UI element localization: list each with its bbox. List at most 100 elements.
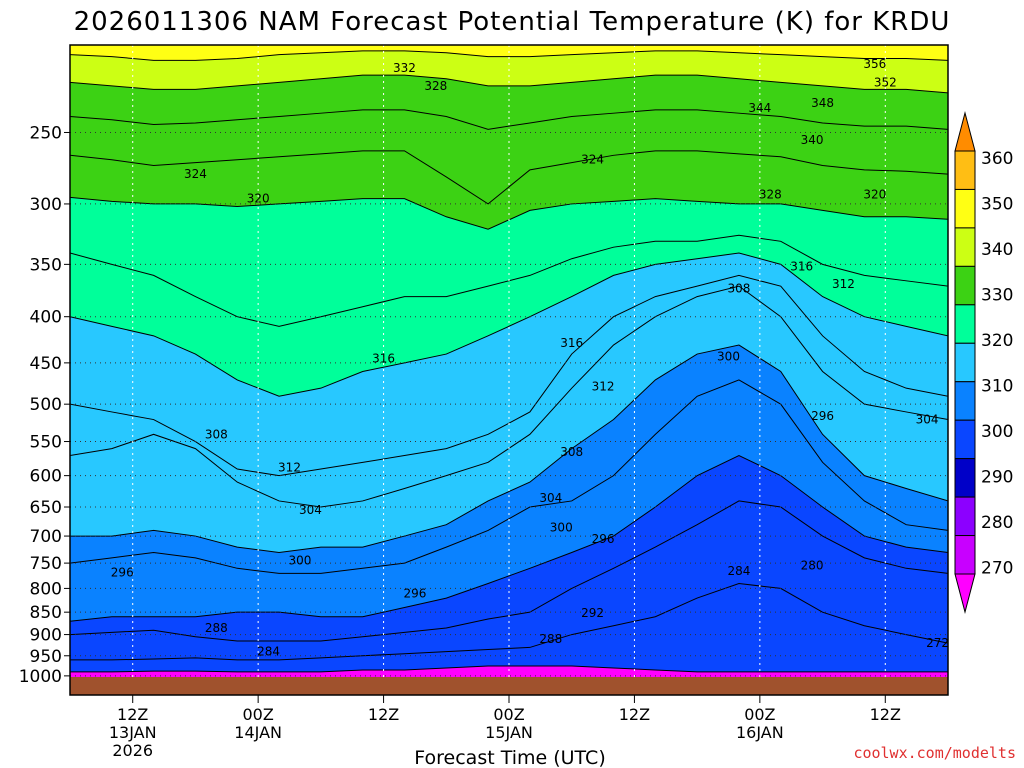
y-axis: 250 300 350 400 450 500 550 600 650 700 750 800 850 9… xyxy=(19,123,70,687)
grid-lines xyxy=(70,45,948,695)
y-tick-label: 250 xyxy=(30,123,62,143)
contour-label: 348 xyxy=(811,96,834,110)
colorbar-top-triangle xyxy=(954,111,976,152)
contour-label: 304 xyxy=(539,491,562,505)
y-tick-label: 1000 xyxy=(19,667,62,687)
contour-line-328 xyxy=(70,109,948,130)
chart-title: 2026011306 NAM Forecast Potential Temper… xyxy=(74,7,951,37)
contour-line-296 xyxy=(70,379,948,574)
colorbar-swatch xyxy=(954,265,976,306)
x-tick-label: 12Z xyxy=(368,705,399,724)
colorbar-label: 360 xyxy=(981,149,1013,169)
band-300 xyxy=(70,286,948,553)
colorbar-label: 270 xyxy=(981,559,1013,579)
colorbar-swatch xyxy=(954,342,976,383)
contour-label: 328 xyxy=(759,188,782,202)
contour-label: 308 xyxy=(727,281,750,295)
contour-label: 272 xyxy=(926,636,949,650)
y-tick-label: 850 xyxy=(30,603,62,623)
x-tick-label: 2026 xyxy=(112,741,153,760)
contour-label: 324 xyxy=(581,153,604,167)
contour-label: 308 xyxy=(560,445,583,459)
contour-label: 284 xyxy=(257,645,280,659)
y-tick-label: 650 xyxy=(30,498,62,518)
x-tick-label: 13JAN xyxy=(109,723,157,742)
contour-label: 312 xyxy=(278,461,301,475)
x-tick-label: 15JAN xyxy=(485,723,533,742)
contour-label: 288 xyxy=(539,632,562,646)
colorbar-label: 290 xyxy=(981,468,1013,488)
band-284 xyxy=(70,500,948,660)
contour-label: 300 xyxy=(717,350,740,364)
contour-label: 304 xyxy=(916,413,939,427)
x-tick-label: 14JAN xyxy=(234,723,282,742)
band-328 xyxy=(70,75,948,130)
y-tick-label: 750 xyxy=(30,554,62,574)
y-tick-label: 400 xyxy=(30,308,62,328)
colorbar-label: 310 xyxy=(981,377,1013,397)
contour-labels: 332 328 356 352 344 348 340 324 324 320 328 320 316 3… xyxy=(111,57,949,659)
x-axis-label: Forecast Time (UTC) xyxy=(414,747,605,768)
colorbar-bottom-triangle xyxy=(954,573,976,614)
colorbar-label: 350 xyxy=(981,195,1013,215)
contour-label: 304 xyxy=(299,503,322,517)
contour-label: 316 xyxy=(790,260,813,274)
colorbar-label: 320 xyxy=(981,331,1013,351)
contour-label: 288 xyxy=(205,621,228,635)
contour-label: 296 xyxy=(811,409,834,423)
band-292 xyxy=(70,379,948,622)
contour-label: 284 xyxy=(727,564,750,578)
contour-label: 300 xyxy=(550,521,573,535)
ground-surface xyxy=(70,677,948,695)
y-tick-label: 800 xyxy=(30,579,62,599)
colorbar-label: 340 xyxy=(981,240,1013,260)
x-tick-label: 00Z xyxy=(493,705,524,724)
colorbar-swatch xyxy=(954,535,976,575)
x-tick-label: 12Z xyxy=(870,705,901,724)
contour-label: 324 xyxy=(184,167,207,181)
contour-line-324 xyxy=(70,150,948,205)
contour-line-292 xyxy=(70,454,948,622)
band-332 xyxy=(70,50,948,93)
contour-label: 300 xyxy=(288,553,311,567)
contour-line-284 xyxy=(70,582,948,661)
y-tick-label: 550 xyxy=(30,433,62,453)
y-tick-label: 900 xyxy=(30,626,62,646)
colorbar-swatch xyxy=(954,496,976,537)
contour-label: 316 xyxy=(560,336,583,350)
y-tick-label: 700 xyxy=(30,527,62,547)
y-tick-label: 600 xyxy=(30,467,62,487)
contour-line-312 xyxy=(70,252,948,397)
band-288 xyxy=(70,455,948,642)
x-tick-label: 12Z xyxy=(117,705,148,724)
contour-line-332 xyxy=(70,74,948,94)
x-tick-label: 00Z xyxy=(242,705,273,724)
contour-label: 308 xyxy=(205,427,228,441)
band-280 xyxy=(70,583,948,672)
colorbar-swatch xyxy=(954,188,976,229)
contour-label: 296 xyxy=(111,565,134,579)
contour-label: 296 xyxy=(403,586,426,600)
colorbar-label: 300 xyxy=(981,422,1013,442)
contour-lines xyxy=(70,45,948,673)
colorbar-swatch xyxy=(954,304,976,344)
y-tick-label: 450 xyxy=(30,354,62,374)
contour-label: 316 xyxy=(372,351,395,365)
contour-label: 292 xyxy=(581,606,604,620)
x-tick-label: 00Z xyxy=(744,705,775,724)
y-tick-label: 500 xyxy=(30,395,62,415)
y-tick-label: 350 xyxy=(30,255,62,275)
contour-label: 340 xyxy=(801,133,824,147)
contour-label: 344 xyxy=(748,101,771,115)
contour-label: 332 xyxy=(393,61,416,75)
colorbar-swatch xyxy=(954,419,976,460)
contour-line-300 xyxy=(70,344,948,554)
contour-label: 328 xyxy=(424,79,447,93)
band-324 xyxy=(70,109,948,204)
x-tick-label: 12Z xyxy=(619,705,650,724)
contour-label: 320 xyxy=(863,188,886,202)
contour-label: 296 xyxy=(592,532,615,546)
contour-line-280 xyxy=(70,665,948,673)
